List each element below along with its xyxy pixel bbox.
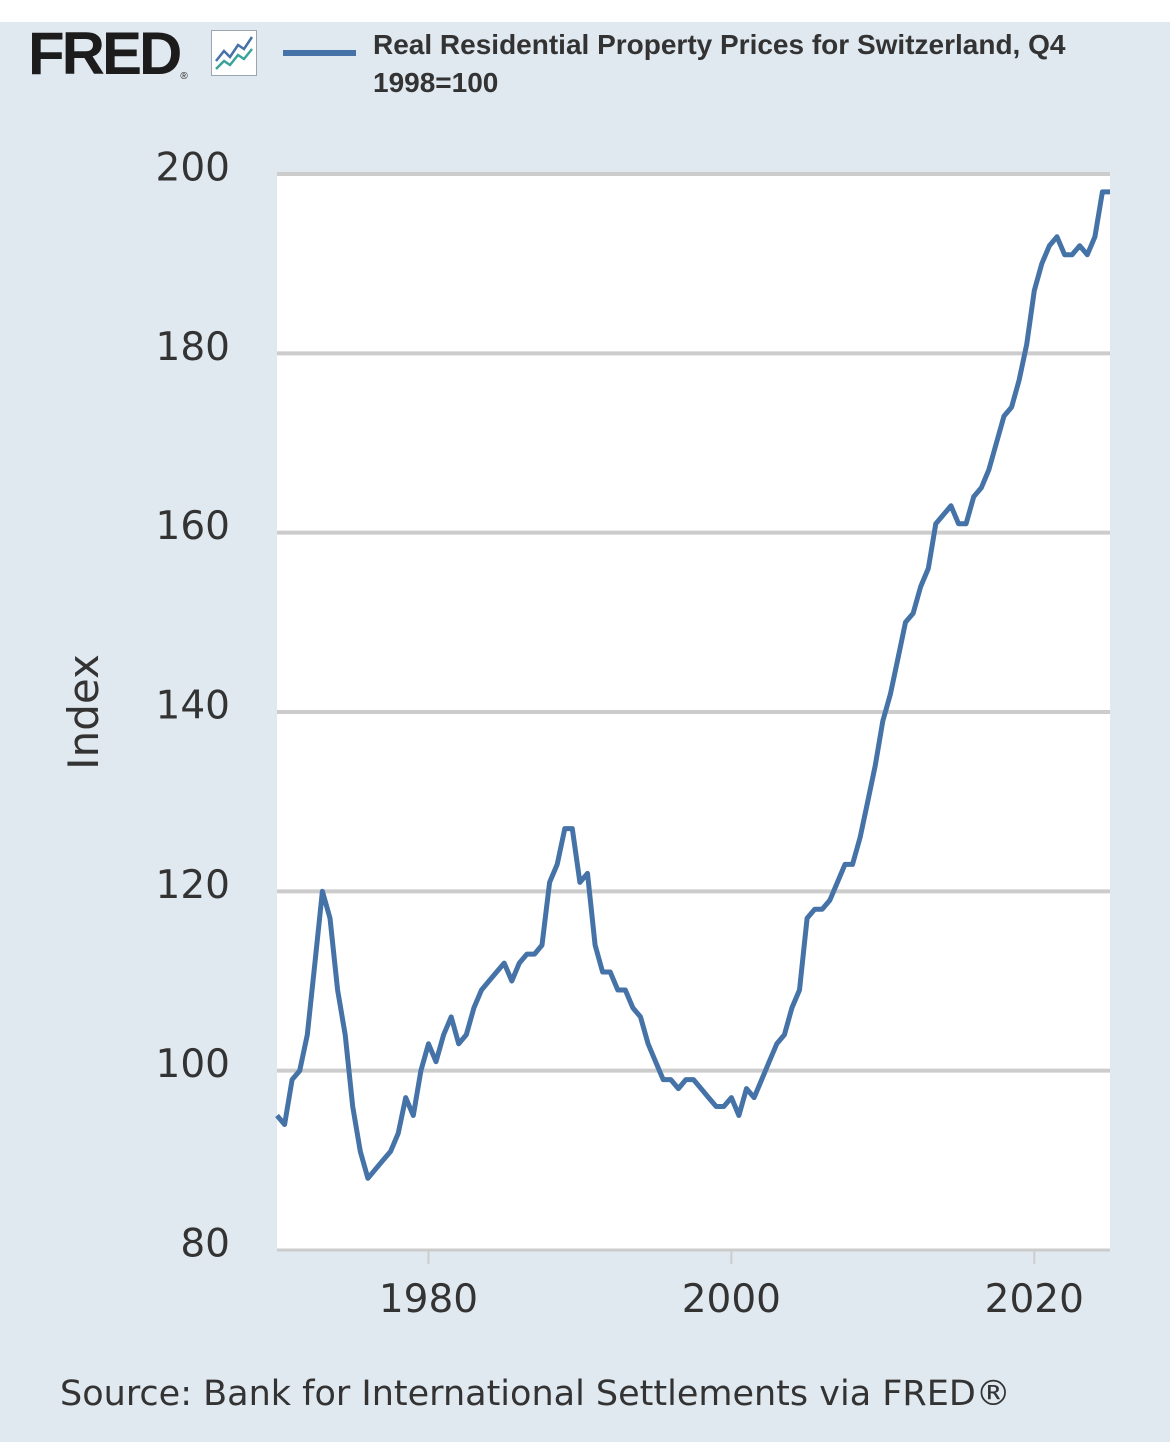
fred-logo-registered-mark: ® xyxy=(180,71,188,82)
y-tick-label-200: 200 xyxy=(156,146,230,191)
trend-line-chart-icon-graphic xyxy=(215,36,254,70)
x-tick-label-2000: 2000 xyxy=(682,1277,781,1322)
x-axis-tick-labels: 1980 2000 2020 xyxy=(379,1250,1084,1322)
y-tick-label-80: 80 xyxy=(180,1222,230,1267)
y-tick-label-160: 160 xyxy=(156,504,230,549)
fred-logo-text: FRED xyxy=(28,20,182,87)
legend-series-swatch xyxy=(283,50,356,56)
y-tick-label-100: 100 xyxy=(156,1042,230,1087)
x-tick-label-1980: 1980 xyxy=(379,1277,478,1322)
trend-line-chart-icon[interactable] xyxy=(211,30,257,76)
fred-logo[interactable]: FRED ® xyxy=(28,20,188,87)
gridlines xyxy=(277,172,1110,1252)
x-tick-label-2020: 2020 xyxy=(985,1277,1084,1322)
y-tick-label-180: 180 xyxy=(156,325,230,370)
legend-series-label: Real Residential Property Prices for Swi… xyxy=(373,29,1066,98)
y-axis-title: Index xyxy=(59,654,108,770)
y-tick-label-140: 140 xyxy=(156,684,230,729)
source-note: Source: Bank for International Settlemen… xyxy=(60,1374,1011,1414)
y-tick-label-120: 120 xyxy=(156,863,230,908)
y-axis-tick-labels: 80 100 120 140 160 180 200 xyxy=(156,146,230,1267)
series-line xyxy=(275,189,1110,1181)
